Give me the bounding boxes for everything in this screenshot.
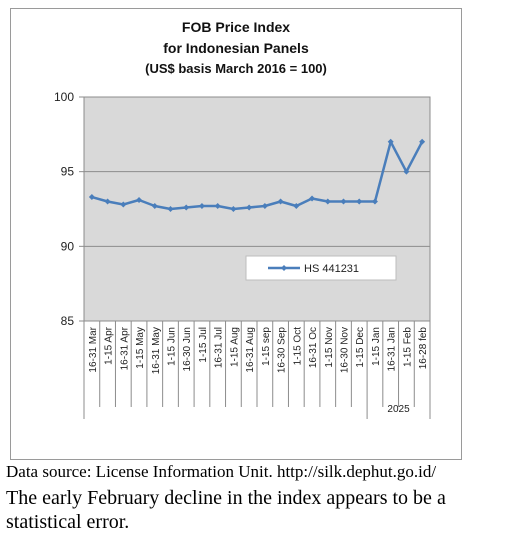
comment-note: The early February decline in the index … [6, 487, 446, 533]
x-tick-label: 1-15 Oct [292, 327, 303, 366]
y-tick-label: 90 [61, 239, 75, 253]
x-tick-label: 16-30 Sep [277, 327, 288, 374]
data-point [88, 194, 95, 201]
data-point [104, 198, 111, 205]
x-tick-label: 1-15 sep [261, 327, 272, 366]
legend-label: HS 441231 [304, 263, 359, 275]
data-point [371, 198, 378, 205]
x-tick-label: 1-15 Apr [104, 326, 115, 364]
data-point [136, 197, 143, 204]
series-line [91, 140, 424, 211]
x-tick-label: 16-31 Jul [214, 327, 225, 368]
chart-title-line-2: for Indonesian Panels [163, 40, 309, 56]
y-tick-label: 95 [61, 165, 75, 179]
x-tick-label: 16-31 Jan [387, 327, 398, 371]
y-tick-label: 85 [61, 314, 75, 328]
data-point [151, 203, 158, 210]
data-point [214, 203, 221, 210]
data-point [277, 198, 284, 205]
chart-plot: 100 95 90 85 16-31 Mar 1-15 Apr 16-31 Apr 1-15 … [54, 90, 431, 419]
data-point [356, 198, 363, 205]
data-point [183, 204, 190, 211]
data-point [293, 203, 300, 210]
x-tick-label: 1-15 Jul [198, 327, 209, 363]
data-point [167, 206, 174, 212]
x-tick-label: 16-30 Jun [182, 327, 193, 371]
data-point [261, 203, 268, 210]
plot-area [83, 96, 431, 322]
x-tick-label: 16-31 Oc [308, 327, 319, 368]
x-tick-label: 16-31 May [151, 327, 162, 374]
chart-frame: FOB Price Index for Indonesian Panels (U… [10, 8, 462, 460]
data-point [309, 195, 316, 202]
data-point [387, 138, 394, 145]
x-tick-label: 1-15 Dec [355, 327, 366, 368]
data-point [230, 206, 237, 212]
x-tick-label: 16-31 Mar [88, 326, 99, 372]
y-tick-label: 100 [54, 90, 74, 104]
chart-title: FOB Price Index [181, 19, 291, 35]
x-group-label: 2025 [387, 404, 410, 415]
x-tick-label: 16-28 feb [418, 327, 429, 370]
x-tick-label: 1-15 May [135, 327, 146, 369]
x-tick-label: 1-15 Jan [371, 327, 382, 366]
data-point [120, 201, 127, 208]
data-point [246, 204, 253, 211]
x-tick-label: 1-15 Aug [229, 327, 240, 367]
data-point [419, 138, 426, 145]
data-point [340, 198, 347, 205]
source-note: Data source: License Information Unit. h… [6, 462, 437, 481]
x-tick-label: 1-15 Jun [167, 327, 178, 366]
x-tick-label: 1-15 Feb [402, 327, 413, 367]
legend-marker [281, 265, 287, 271]
data-point [324, 198, 331, 205]
x-tick-label: 1-15 Nov [324, 327, 335, 368]
chart-subtitle: (US$ basis March 2016 = 100) [145, 61, 327, 76]
data-point [403, 168, 410, 175]
x-tick-label: 16-31 Aug [245, 327, 256, 373]
x-tick-label: 16-30 Nov [340, 327, 351, 373]
x-tick-label: 16-31 Apr [119, 326, 130, 370]
data-point [198, 203, 205, 210]
